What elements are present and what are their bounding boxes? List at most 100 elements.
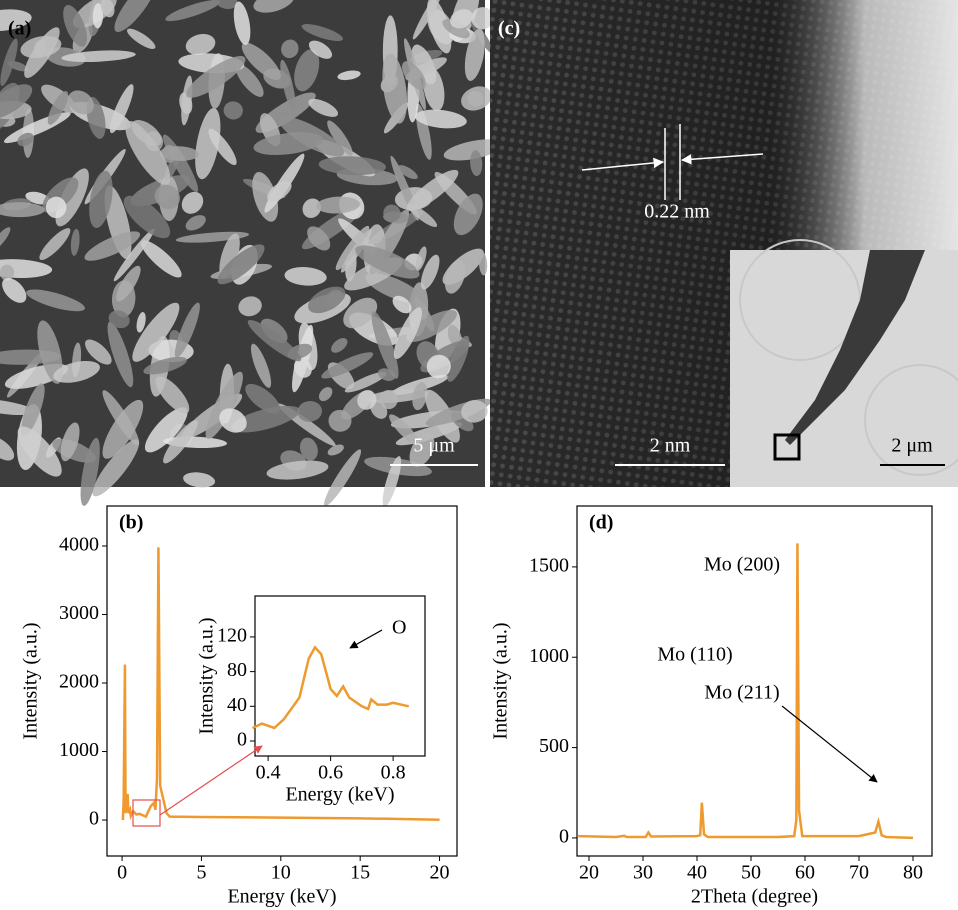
texture <box>0 436 15 461</box>
y-tick-label: 0 <box>89 808 99 830</box>
texture <box>443 139 504 161</box>
texture <box>318 156 386 176</box>
texture <box>185 215 206 231</box>
panel-label: (d) <box>589 512 613 534</box>
texture <box>47 91 69 125</box>
texture <box>318 387 333 402</box>
texture <box>393 307 422 360</box>
y-tick-label: 1000 <box>529 645 569 667</box>
texture <box>60 422 80 462</box>
texture <box>174 302 200 358</box>
texture <box>307 226 331 251</box>
texture <box>453 193 483 236</box>
texture <box>316 196 360 214</box>
texture <box>92 439 140 497</box>
panel-label: (b) <box>119 512 143 534</box>
x-tick-label: 0.4 <box>256 762 281 784</box>
texture <box>109 84 134 134</box>
annotation: Mo (110) <box>657 644 732 666</box>
texture <box>208 128 237 166</box>
texture <box>20 35 62 59</box>
texture <box>337 70 361 81</box>
texture <box>155 376 190 414</box>
texture <box>461 86 492 111</box>
texture <box>412 0 445 40</box>
panel-label: (a) <box>8 18 31 40</box>
texture <box>100 0 115 18</box>
texture <box>297 401 322 422</box>
texture <box>253 132 323 156</box>
texture <box>143 356 187 375</box>
texture <box>161 144 177 163</box>
x-axis-label: 2Theta (degree) <box>691 886 818 908</box>
texture <box>442 19 470 39</box>
texture <box>371 311 399 379</box>
texture <box>0 38 18 87</box>
texture <box>144 407 188 453</box>
texture <box>412 382 428 411</box>
x-tick-label: 20 <box>430 862 450 884</box>
texture <box>217 244 265 285</box>
texture <box>195 108 221 180</box>
texture <box>379 389 398 410</box>
texture <box>84 231 141 261</box>
texture <box>181 191 204 214</box>
texture <box>470 150 483 177</box>
texture <box>245 383 281 414</box>
texture <box>252 171 279 222</box>
texture <box>471 7 494 30</box>
texture <box>102 399 144 459</box>
y-tick-label: 80 <box>227 659 247 681</box>
texture <box>2 278 27 303</box>
x-tick-label: 30 <box>633 862 653 884</box>
texture <box>328 409 352 432</box>
texture <box>344 371 387 393</box>
texture <box>92 3 104 29</box>
texture <box>136 312 146 333</box>
x-tick-label: 0 <box>117 862 127 884</box>
texture <box>397 165 418 180</box>
texture <box>302 198 322 218</box>
panel-label: (c) <box>498 18 520 40</box>
annotation: O <box>392 617 406 639</box>
y-tick-label: 0 <box>237 729 247 751</box>
texture <box>389 414 419 445</box>
texture <box>37 320 63 384</box>
texture <box>414 109 467 129</box>
texture <box>383 204 401 222</box>
texture <box>464 28 485 81</box>
x-axis-label: Energy (keV) <box>227 886 336 908</box>
texture <box>39 228 71 261</box>
texture <box>0 202 45 218</box>
texture <box>321 352 374 379</box>
texture <box>21 383 45 437</box>
texture <box>294 49 320 92</box>
x-tick-label: 15 <box>350 862 370 884</box>
texture <box>280 59 296 113</box>
y-tick-label: 0 <box>559 826 569 848</box>
texture <box>0 84 33 119</box>
y-tick-label: 40 <box>227 694 247 716</box>
texture <box>214 0 238 9</box>
texture <box>231 405 301 433</box>
texture <box>233 1 251 45</box>
texture <box>107 321 134 388</box>
x-tick-label: 40 <box>687 862 707 884</box>
texture <box>420 254 440 290</box>
texture <box>335 225 370 271</box>
texture <box>0 227 11 252</box>
texture <box>85 339 112 365</box>
texture <box>0 264 15 281</box>
x-tick-label: 5 <box>196 862 206 884</box>
y-tick-label: 1000 <box>59 739 99 761</box>
texture <box>377 368 396 381</box>
texture <box>26 289 85 312</box>
annotation: Mo (200) <box>704 554 780 576</box>
texture <box>267 181 292 202</box>
texture <box>308 40 333 59</box>
texture <box>461 400 488 423</box>
sem-image: (a) 5 μm <box>0 0 504 507</box>
texture <box>308 286 346 314</box>
texture <box>281 39 299 59</box>
y-axis-label: Intensity (a.u.) <box>196 617 218 734</box>
